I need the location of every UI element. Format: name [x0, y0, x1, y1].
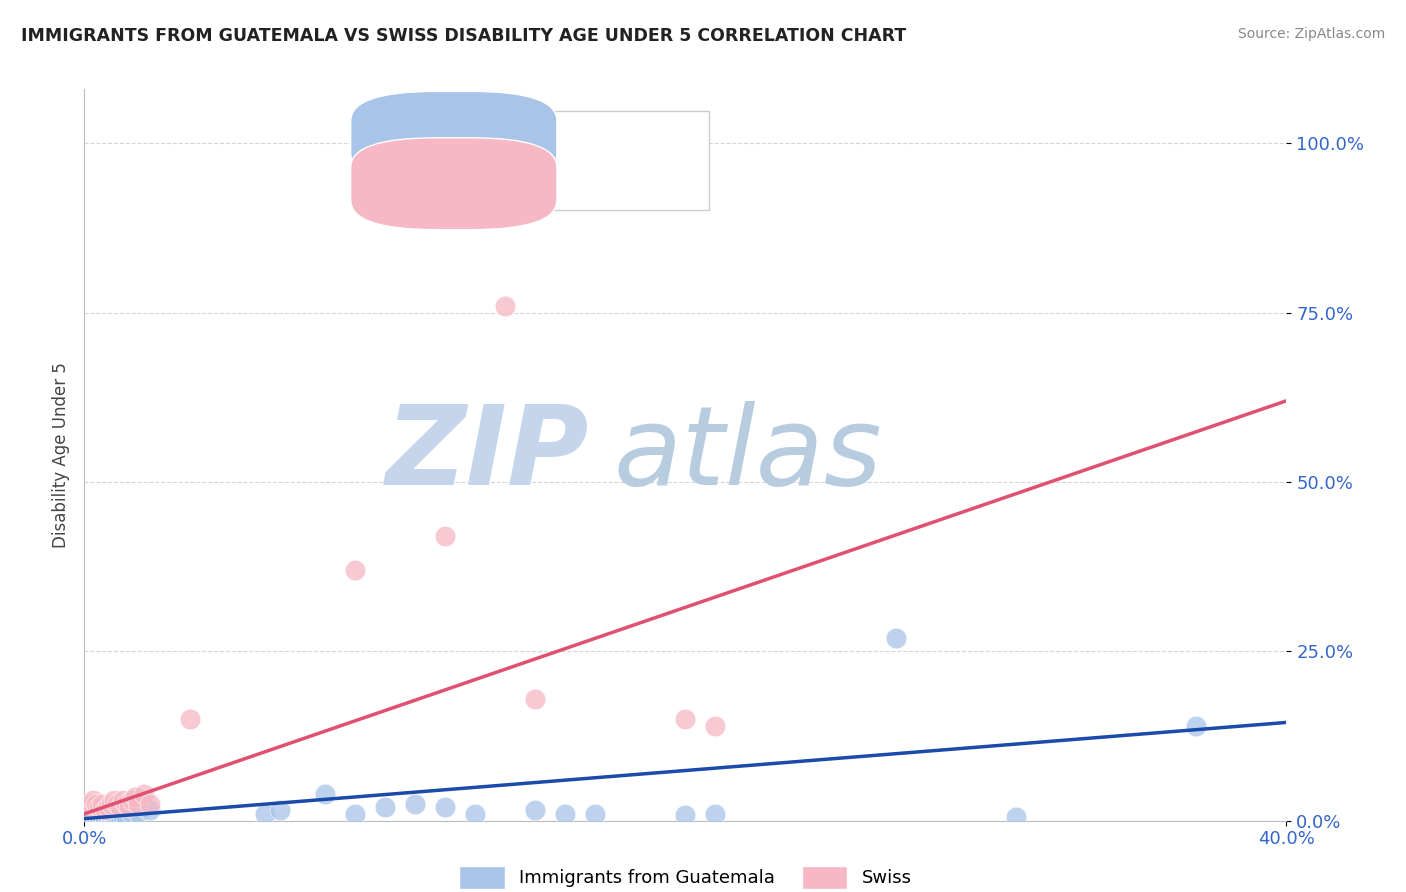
- Point: [139, 804, 162, 818]
- Point: [86, 811, 108, 825]
- Point: [100, 809, 122, 823]
- Point: [134, 800, 156, 814]
- Text: atlas: atlas: [613, 401, 882, 508]
- Point: [110, 800, 132, 814]
- Point: [89, 810, 111, 824]
- Point: [404, 797, 426, 811]
- Point: [464, 163, 486, 178]
- Point: [269, 804, 291, 818]
- Point: [434, 529, 457, 543]
- Point: [179, 712, 201, 726]
- Point: [121, 806, 143, 821]
- Legend: Immigrants from Guatemala, Swiss: Immigrants from Guatemala, Swiss: [453, 859, 918, 892]
- Point: [434, 800, 457, 814]
- Point: [89, 809, 111, 823]
- Point: [79, 811, 101, 825]
- Point: [97, 811, 120, 825]
- Point: [100, 810, 122, 824]
- Point: [139, 797, 162, 811]
- Point: [675, 808, 697, 822]
- Point: [121, 793, 143, 807]
- Point: [118, 800, 141, 814]
- Point: [82, 793, 104, 807]
- Point: [112, 793, 135, 807]
- Point: [86, 797, 108, 811]
- Point: [127, 805, 149, 820]
- Point: [97, 800, 120, 814]
- Point: [118, 804, 141, 818]
- Text: ZIP: ZIP: [385, 401, 589, 508]
- Point: [103, 793, 125, 807]
- Point: [110, 810, 132, 824]
- Point: [115, 797, 138, 811]
- Point: [704, 719, 727, 733]
- Point: [124, 789, 146, 804]
- Point: [675, 712, 697, 726]
- Point: [583, 806, 606, 821]
- Point: [103, 810, 125, 824]
- Point: [76, 812, 98, 826]
- Point: [884, 631, 907, 645]
- Point: [91, 811, 114, 825]
- Point: [97, 810, 120, 824]
- Point: [253, 806, 276, 821]
- Point: [1185, 719, 1208, 733]
- Point: [100, 797, 122, 811]
- Y-axis label: Disability Age Under 5: Disability Age Under 5: [52, 362, 70, 548]
- Point: [82, 811, 104, 825]
- Point: [343, 806, 366, 821]
- Point: [94, 804, 117, 818]
- Point: [103, 811, 125, 825]
- Point: [1005, 810, 1028, 824]
- Point: [374, 170, 396, 185]
- Point: [314, 787, 336, 801]
- Text: Source: ZipAtlas.com: Source: ZipAtlas.com: [1237, 27, 1385, 41]
- Point: [82, 810, 104, 824]
- Point: [94, 809, 117, 823]
- Point: [704, 806, 727, 821]
- Point: [86, 810, 108, 824]
- Point: [107, 809, 129, 823]
- Point: [79, 797, 101, 811]
- Point: [524, 691, 547, 706]
- Point: [343, 563, 366, 577]
- Point: [94, 810, 117, 824]
- Point: [115, 809, 138, 823]
- Point: [107, 797, 129, 811]
- Point: [76, 800, 98, 814]
- Point: [524, 804, 547, 818]
- Point: [89, 811, 111, 825]
- Point: [127, 797, 149, 811]
- Point: [374, 800, 396, 814]
- Point: [134, 787, 156, 801]
- Point: [112, 809, 135, 823]
- Point: [79, 810, 101, 824]
- Point: [91, 797, 114, 811]
- Point: [554, 806, 576, 821]
- Point: [494, 299, 516, 313]
- Point: [91, 810, 114, 824]
- Point: [464, 806, 486, 821]
- Point: [94, 812, 117, 826]
- Point: [89, 800, 111, 814]
- Text: IMMIGRANTS FROM GUATEMALA VS SWISS DISABILITY AGE UNDER 5 CORRELATION CHART: IMMIGRANTS FROM GUATEMALA VS SWISS DISAB…: [21, 27, 907, 45]
